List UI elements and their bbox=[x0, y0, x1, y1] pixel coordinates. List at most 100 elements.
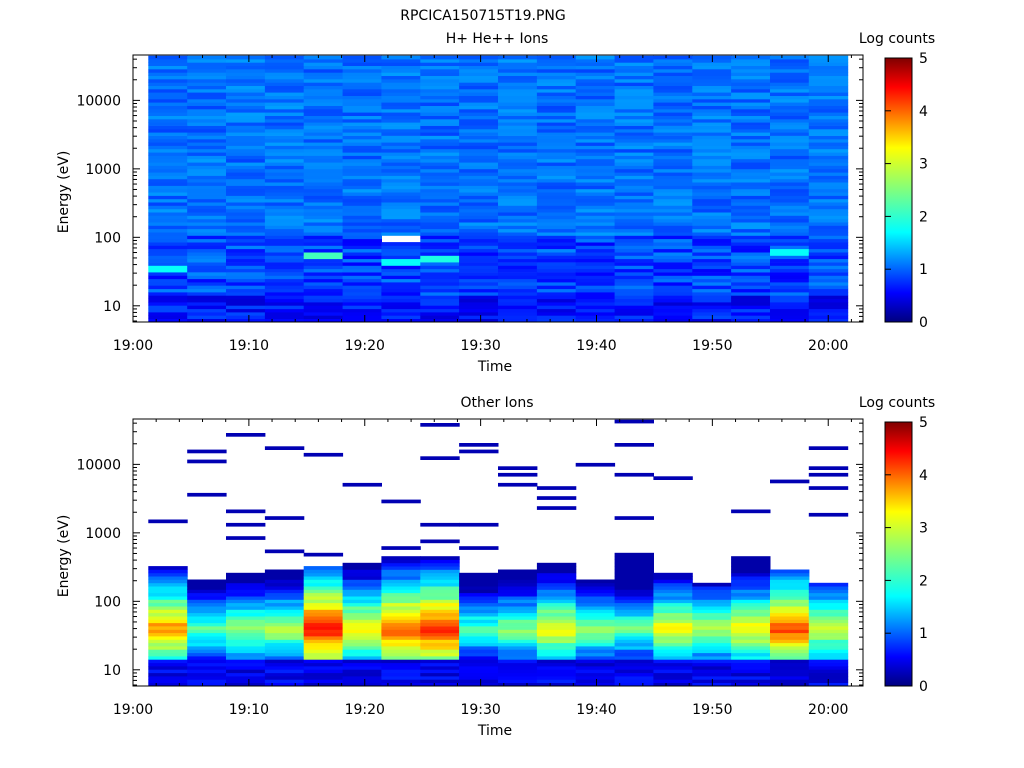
heatmap-cell bbox=[498, 636, 538, 640]
heatmap-cell bbox=[731, 646, 771, 650]
heatmap-cell bbox=[459, 258, 499, 263]
heatmap-cell bbox=[653, 155, 693, 160]
heatmap-cell bbox=[770, 302, 810, 306]
heatmap-cell bbox=[264, 222, 305, 226]
heatmap-cell bbox=[148, 65, 188, 70]
heatmap-cell bbox=[653, 95, 693, 100]
heatmap-cell bbox=[381, 208, 421, 213]
heatmap-cell bbox=[692, 272, 732, 276]
heatmap-cell bbox=[692, 142, 732, 146]
heatmap-cell bbox=[653, 69, 693, 73]
heatmap-cell bbox=[614, 642, 654, 647]
heatmap-cell bbox=[731, 245, 771, 250]
heatmap-cell bbox=[226, 118, 266, 123]
heatmap-cell bbox=[459, 662, 499, 667]
heatmap-cell bbox=[303, 656, 344, 660]
heatmap-cell bbox=[575, 238, 616, 243]
heatmap-cell bbox=[459, 596, 499, 600]
heatmap-cell bbox=[264, 138, 305, 143]
heatmap-cell bbox=[808, 195, 849, 200]
heatmap-cell bbox=[381, 636, 421, 640]
heatmap-cell bbox=[731, 649, 771, 654]
heatmap-cell bbox=[148, 642, 188, 647]
heatmap-cell bbox=[692, 602, 732, 607]
heatmap-cell bbox=[731, 509, 771, 514]
heatmap-cell bbox=[226, 268, 266, 273]
heatmap-cell bbox=[731, 152, 771, 156]
heatmap-cell bbox=[498, 312, 538, 316]
heatmap-cell bbox=[536, 649, 577, 654]
heatmap-cell bbox=[808, 208, 849, 213]
heatmap-cell bbox=[148, 62, 188, 66]
heatmap-cell bbox=[498, 302, 538, 306]
heatmap-cell bbox=[770, 182, 810, 186]
heatmap-cell bbox=[148, 592, 188, 597]
heatmap-cell bbox=[536, 252, 577, 256]
heatmap-cell bbox=[303, 248, 344, 253]
heatmap-cell bbox=[342, 582, 382, 587]
heatmap-cell bbox=[731, 138, 771, 143]
heatmap-cell bbox=[187, 315, 227, 319]
heatmap-cell bbox=[498, 602, 538, 607]
heatmap-cell bbox=[498, 255, 538, 260]
heatmap-cell bbox=[770, 652, 810, 657]
heatmap-cell bbox=[303, 255, 344, 260]
heatmap-cell bbox=[187, 662, 227, 667]
heatmap-cell bbox=[770, 98, 810, 103]
heatmap-cell bbox=[770, 646, 810, 650]
heatmap-cell bbox=[420, 292, 460, 296]
heatmap-cell bbox=[420, 539, 460, 544]
x-tick-label: 19:00 bbox=[113, 338, 153, 354]
heatmap-cell bbox=[303, 155, 344, 160]
heatmap-cell bbox=[303, 202, 344, 206]
heatmap-cell bbox=[808, 472, 849, 477]
heatmap-cell bbox=[653, 476, 693, 480]
heatmap-cell bbox=[808, 128, 849, 133]
x-tick-label: 19:20 bbox=[345, 338, 385, 354]
heatmap-cell bbox=[226, 105, 266, 110]
heatmap-cell bbox=[303, 682, 344, 687]
heatmap-cell bbox=[303, 98, 344, 103]
heatmap-cell bbox=[575, 222, 616, 226]
heatmap-cell bbox=[536, 158, 577, 163]
heatmap-cell bbox=[148, 69, 188, 73]
heatmap-cell bbox=[303, 79, 344, 83]
heatmap-cell bbox=[770, 626, 810, 630]
heatmap-cell bbox=[187, 282, 227, 286]
heatmap-cell bbox=[420, 192, 460, 196]
heatmap-cell bbox=[459, 132, 499, 136]
heatmap-cell bbox=[420, 195, 460, 200]
heatmap-cell bbox=[303, 302, 344, 306]
heatmap-cell bbox=[692, 79, 732, 83]
heatmap-cell bbox=[575, 659, 616, 664]
heatmap-cell bbox=[731, 142, 771, 146]
heatmap-cell bbox=[148, 268, 188, 273]
heatmap-cell bbox=[692, 75, 732, 80]
heatmap-cell bbox=[536, 162, 577, 166]
heatmap-cell bbox=[498, 62, 538, 66]
colorbar-tick-label: 1 bbox=[919, 262, 928, 278]
heatmap-cell bbox=[575, 612, 616, 617]
heatmap-cell bbox=[187, 265, 227, 270]
heatmap-cell bbox=[264, 318, 305, 323]
heatmap-cell bbox=[303, 185, 344, 190]
heatmap-cell bbox=[614, 676, 654, 680]
heatmap-cell bbox=[459, 616, 499, 620]
h-ions-colorbar-label: Log counts bbox=[859, 31, 935, 47]
heatmap-cell bbox=[342, 569, 382, 574]
heatmap-cell bbox=[614, 669, 654, 674]
heatmap-cell bbox=[420, 662, 460, 667]
heatmap-cell bbox=[187, 676, 227, 680]
heatmap-cell bbox=[187, 255, 227, 260]
heatmap-cell bbox=[536, 255, 577, 260]
heatmap-cell bbox=[226, 679, 266, 683]
heatmap-cell bbox=[303, 602, 344, 607]
heatmap-cell bbox=[731, 278, 771, 283]
heatmap-cell bbox=[187, 285, 227, 290]
heatmap-cell bbox=[226, 178, 266, 183]
heatmap-cell bbox=[420, 98, 460, 103]
heatmap-cell bbox=[692, 65, 732, 70]
heatmap-cell bbox=[731, 65, 771, 70]
heatmap-cell bbox=[770, 218, 810, 223]
heatmap-cell bbox=[148, 275, 188, 280]
